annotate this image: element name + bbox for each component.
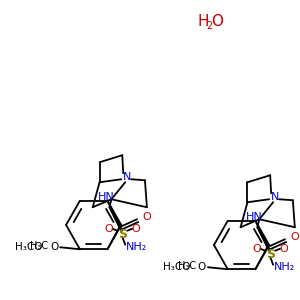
Text: O: O <box>50 242 58 252</box>
Text: 2: 2 <box>206 21 212 31</box>
Text: O: O <box>280 244 288 254</box>
Text: O: O <box>290 232 298 242</box>
Text: HN: HN <box>98 192 115 202</box>
Text: O: O <box>142 212 151 222</box>
Text: S: S <box>266 248 275 261</box>
Text: N: N <box>271 192 279 202</box>
Text: H₃C: H₃C <box>30 241 48 251</box>
Text: NH₂: NH₂ <box>126 242 148 252</box>
Text: HN: HN <box>246 212 263 222</box>
Text: H₃CO: H₃CO <box>15 242 42 252</box>
Text: N: N <box>123 172 131 182</box>
Text: H₃C: H₃C <box>178 261 196 271</box>
Text: NH₂: NH₂ <box>274 262 296 272</box>
Text: O: O <box>132 224 140 234</box>
Text: H: H <box>197 14 209 29</box>
Text: O: O <box>252 244 261 254</box>
Text: H₃CO: H₃CO <box>163 262 190 272</box>
Text: O: O <box>198 262 206 272</box>
Text: O: O <box>104 224 113 234</box>
Text: O: O <box>211 14 223 29</box>
Text: S: S <box>118 228 127 241</box>
